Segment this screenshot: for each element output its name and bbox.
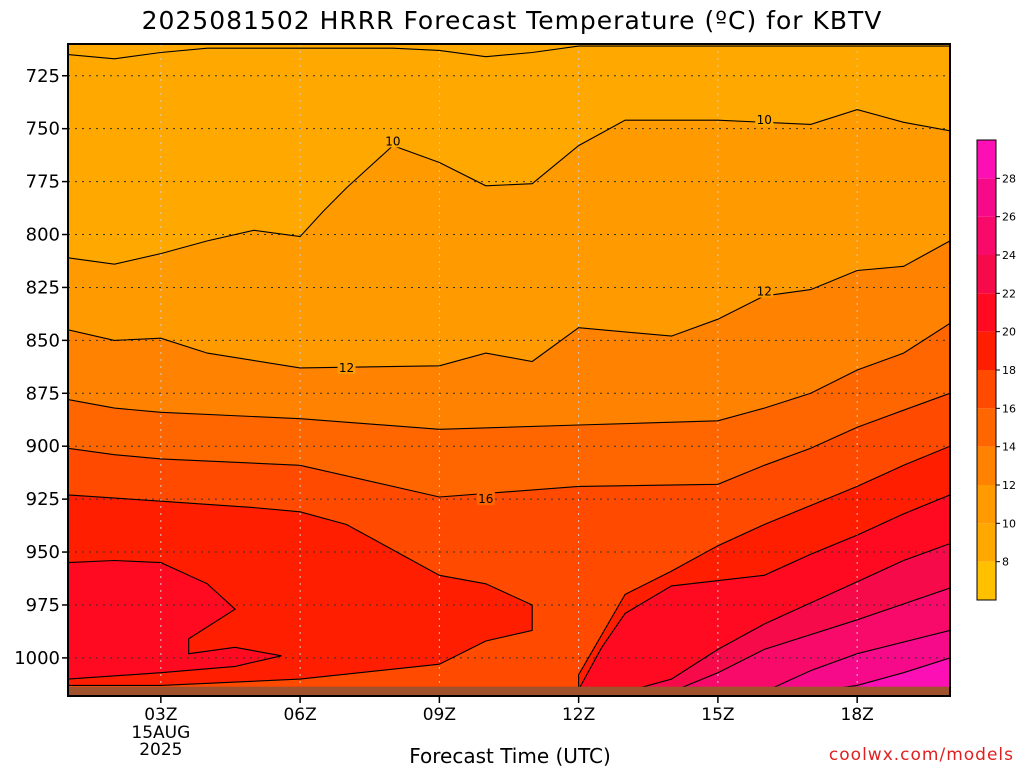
x-date-label: 2025 xyxy=(139,740,182,760)
colorbar-swatch xyxy=(977,408,996,447)
y-tick-label: 750 xyxy=(26,119,60,140)
colorbar-swatch xyxy=(977,140,996,179)
svg-text:12: 12 xyxy=(339,361,354,375)
colorbar-tick-label: 20 xyxy=(1002,326,1016,339)
contour-label-2: 12 xyxy=(337,359,356,375)
x-tick-label: 18Z xyxy=(841,705,874,725)
colorbar-swatch xyxy=(977,446,996,485)
contour-label-1: 10 xyxy=(755,112,774,127)
svg-text:16: 16 xyxy=(478,492,493,506)
colorbar-tick-label: 16 xyxy=(1002,402,1016,415)
colorbar-tick-label: 14 xyxy=(1002,441,1016,454)
colorbar-tick-label: 8 xyxy=(1002,556,1009,569)
x-tick-label: 03Z xyxy=(144,705,177,725)
svg-text:12: 12 xyxy=(757,285,772,299)
colorbar-swatch xyxy=(977,485,996,524)
colorbar-swatch xyxy=(977,331,996,370)
colorbar: 8 10 12 14 16 18 20 22 24 26 28 xyxy=(976,139,1016,601)
x-tick-label: 15Z xyxy=(701,705,734,725)
x-tick-label: 06Z xyxy=(283,705,316,725)
y-tick-label: 725 xyxy=(26,66,60,87)
y-tick-label: 900 xyxy=(26,436,60,457)
fill-band-20-7 xyxy=(68,560,282,680)
colorbar-swatch xyxy=(977,370,996,409)
contour-label-0: 10 xyxy=(383,133,402,148)
colorbar-tick-label: 24 xyxy=(1002,249,1016,262)
isotherm-18-5 xyxy=(68,494,533,686)
y-tick-label: 925 xyxy=(26,489,60,510)
x-tick-label: 09Z xyxy=(423,705,456,725)
source-credit[interactable]: coolwx.com/models xyxy=(828,745,1014,765)
svg-text:10: 10 xyxy=(385,134,400,148)
ground-surface xyxy=(68,686,950,696)
colorbar-swatch xyxy=(977,293,996,332)
isotherm-20-7 xyxy=(68,559,282,680)
y-tick-label: 825 xyxy=(26,277,60,298)
isotherm-18-6 xyxy=(578,445,950,692)
temperature-fill-layer xyxy=(68,44,950,696)
fill-band-28-12 xyxy=(810,657,950,696)
contour-label-layer: 10 10 12 12 16 xyxy=(337,112,774,506)
isotherm-8-0 xyxy=(68,45,950,60)
y-tick-label: 800 xyxy=(26,225,60,246)
y-tick-label: 775 xyxy=(26,172,60,193)
colorbar-tick-label: 26 xyxy=(1002,211,1016,224)
plot-frame xyxy=(67,43,951,697)
x-tick-label: 12Z xyxy=(562,705,595,725)
colorbar-tick-label: 28 xyxy=(1002,172,1016,185)
colorbar-tick-label: 18 xyxy=(1002,364,1016,377)
y-tick-label: 950 xyxy=(26,542,60,563)
chart-title: 2025081502 HRRR Forecast Temperature (ºC… xyxy=(141,6,883,35)
colorbar-swatch xyxy=(977,523,996,562)
isotherm-22-9 xyxy=(624,543,950,693)
isotherm-20-8 xyxy=(578,494,950,690)
y-tick-label: 875 xyxy=(26,383,60,404)
isotherm-contour-layer xyxy=(68,45,950,693)
x-axis-label: Forecast Time (UTC) xyxy=(409,744,611,768)
svg-text:10: 10 xyxy=(757,113,772,127)
y-axis: 725 750 775 800 825 850 875 900 925 950 975 1000 xyxy=(14,66,68,669)
y-tick-label: 975 xyxy=(26,595,60,616)
grid-layer xyxy=(68,44,950,696)
colorbar-tick-label: 22 xyxy=(1002,287,1016,300)
y-tick-label: 850 xyxy=(26,330,60,351)
colorbar-swatch xyxy=(977,255,996,294)
x-date-label: 15AUG xyxy=(131,723,190,743)
ground-layer xyxy=(68,686,950,696)
y-tick-label: 1000 xyxy=(14,648,60,669)
isotherm-26-11 xyxy=(764,629,950,693)
colorbar-tick-label: 12 xyxy=(1002,479,1016,492)
isotherm-24-10 xyxy=(671,587,950,693)
colorbar-swatch xyxy=(977,216,996,255)
colorbar-swatch xyxy=(977,178,996,217)
isotherm-16-4 xyxy=(68,392,950,498)
contour-label-3: 12 xyxy=(755,283,774,299)
contour-label-4: 16 xyxy=(476,491,495,506)
colorbar-swatch xyxy=(977,561,996,600)
isotherm-12-2 xyxy=(68,240,950,369)
isotherm-14-3 xyxy=(68,322,950,430)
colorbar-tick-label: 10 xyxy=(1002,517,1016,530)
isotherm-10-1 xyxy=(68,109,950,265)
